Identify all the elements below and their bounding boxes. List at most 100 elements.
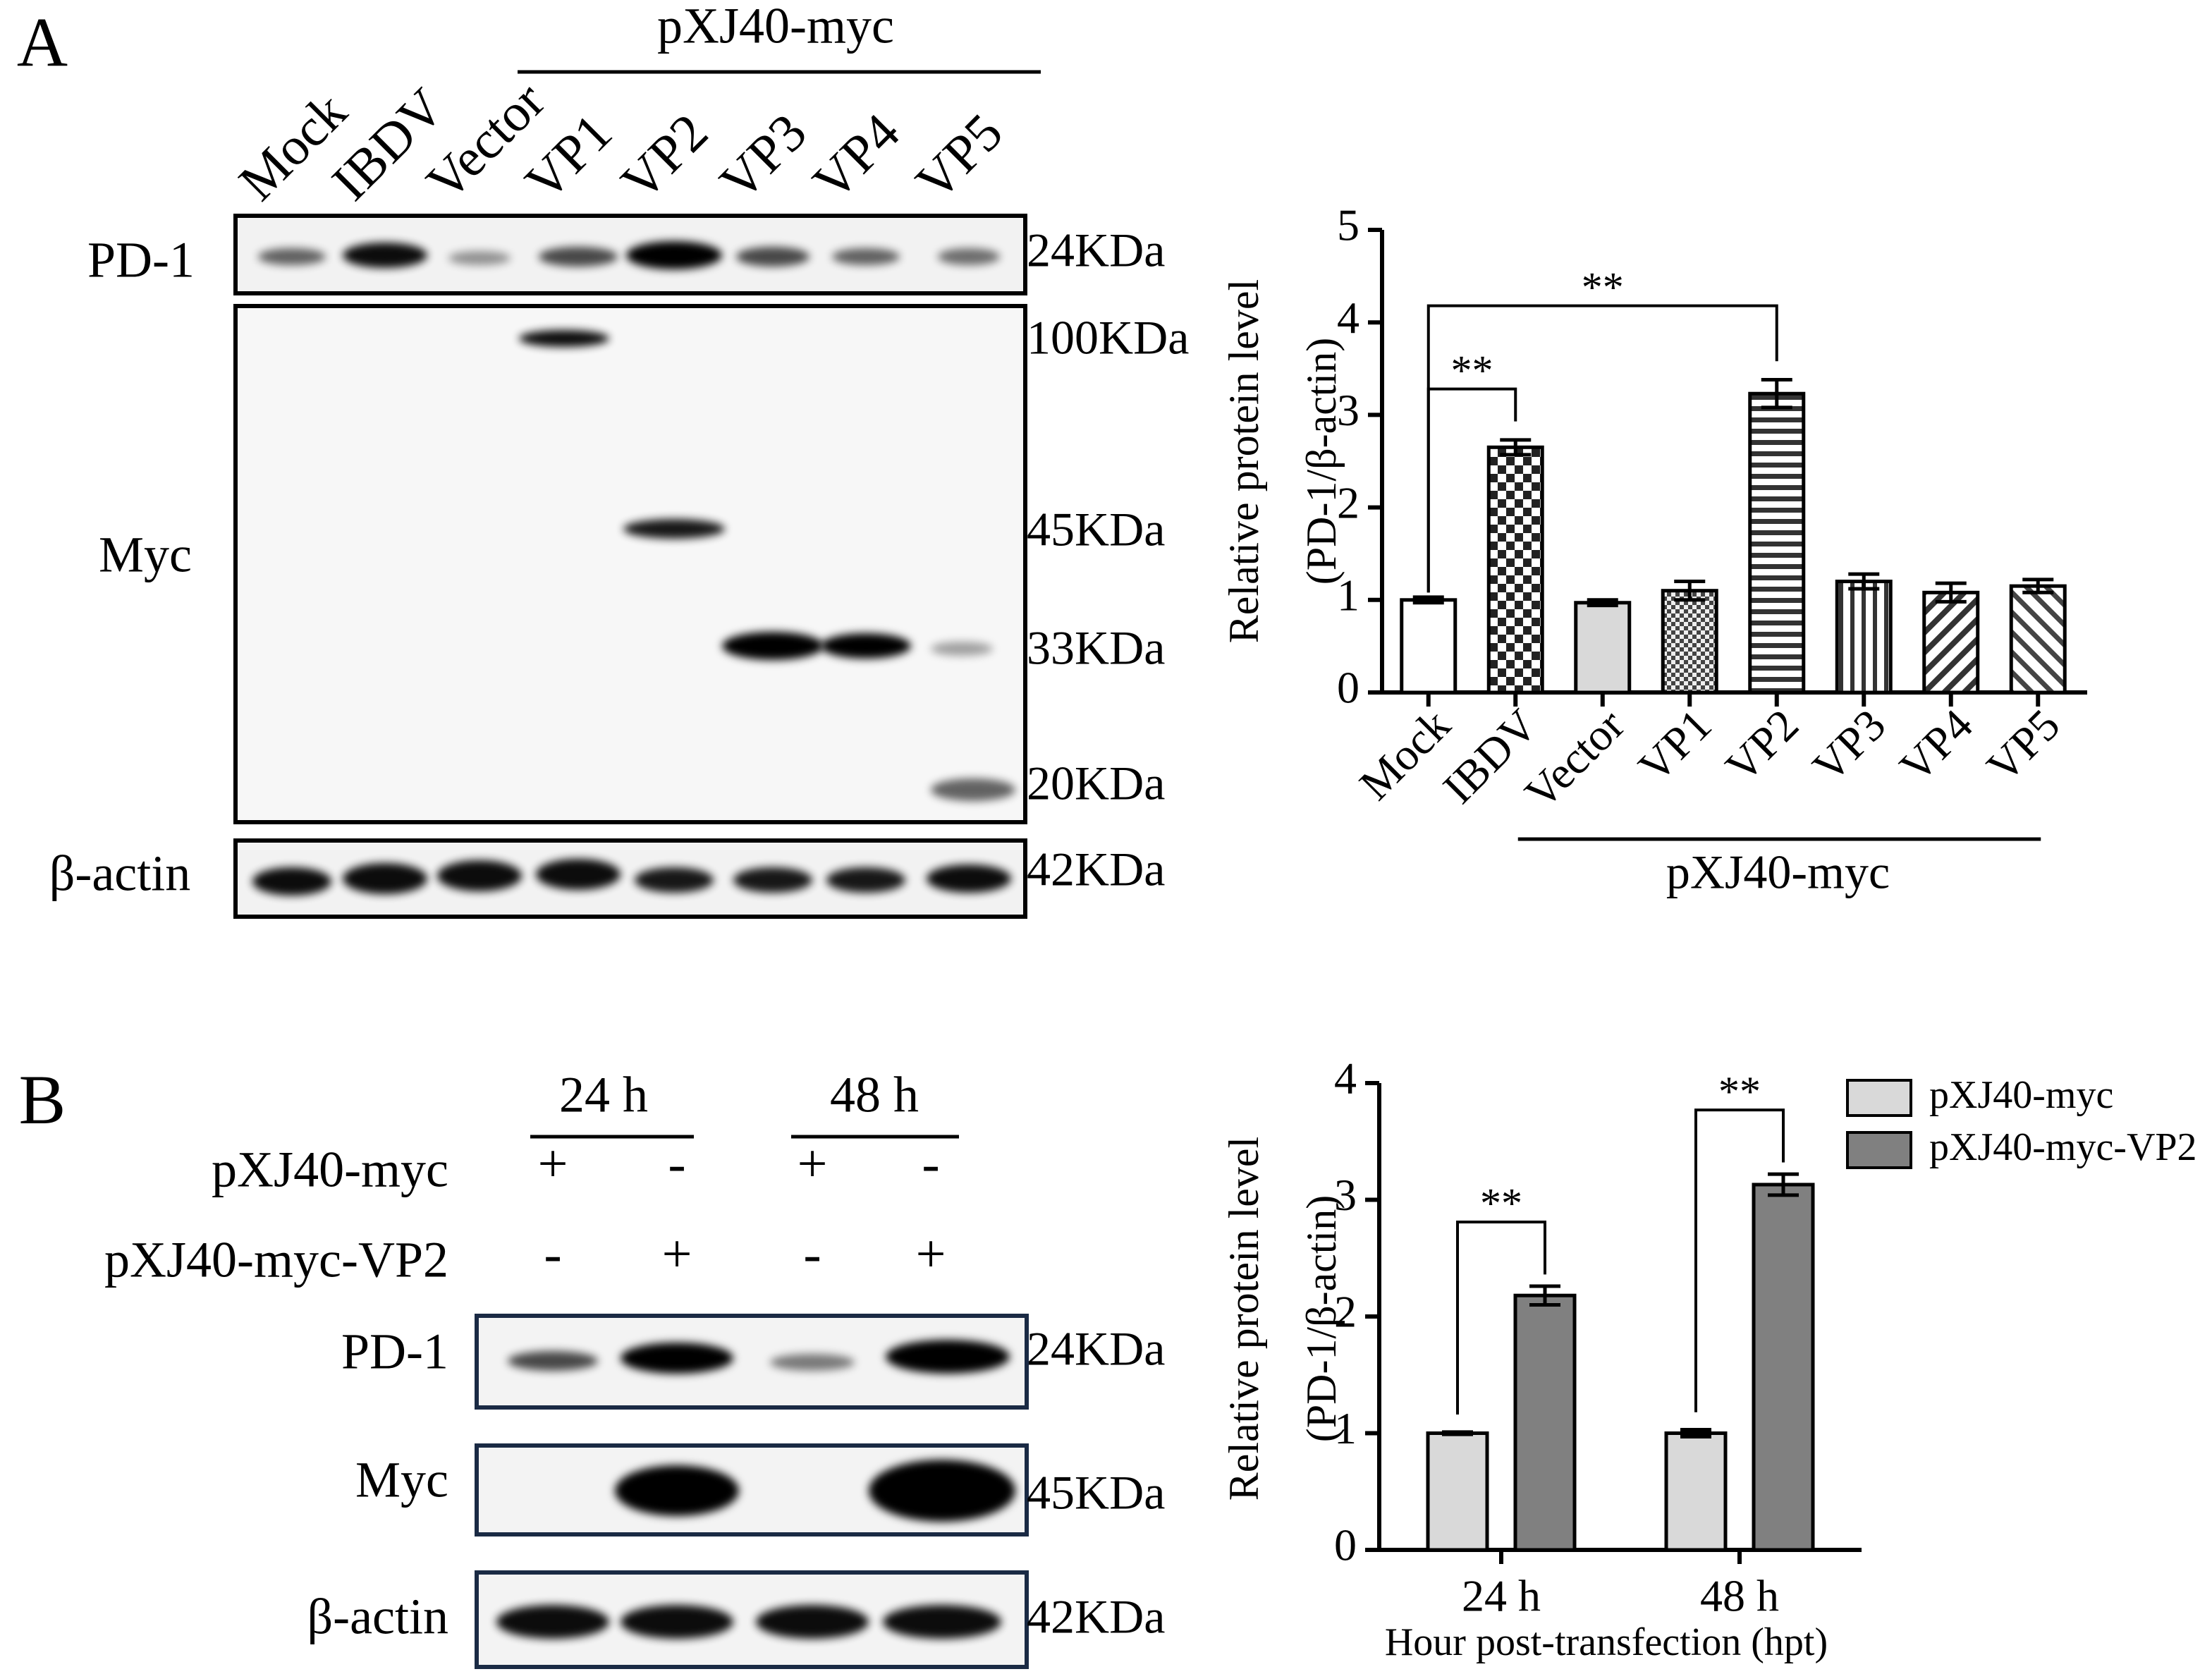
y-tick-label: 1 — [1334, 1403, 1357, 1453]
group-label: pXJ40-myc — [657, 0, 894, 54]
bar — [1661, 589, 1718, 695]
blot — [233, 304, 1027, 824]
lane-label: VP5 — [905, 102, 1014, 212]
row-label: pXJ40-myc-VP2 — [104, 1232, 448, 1288]
legend-label: pXJ40-myc — [1929, 1073, 2113, 1117]
bar — [1922, 590, 1980, 695]
band — [931, 642, 993, 656]
marker-label: 45KDa — [1027, 1466, 1165, 1520]
legend-swatch — [1846, 1131, 1912, 1169]
marker-label: 20KDa — [1027, 757, 1165, 810]
bar — [1748, 391, 1806, 695]
sign: - — [803, 1224, 821, 1283]
x-tick-label: VP1 — [1629, 699, 1721, 792]
lane-label: IBDV — [321, 78, 456, 212]
marker-label: 33KDa — [1027, 621, 1165, 675]
marker-label: 42KDa — [1027, 1590, 1165, 1644]
x-tick-label: VP4 — [1890, 699, 1982, 792]
bar — [1664, 1431, 1728, 1552]
y-tick-label: 5 — [1337, 200, 1359, 250]
band — [931, 778, 1015, 801]
y-axis-label: (PD-1/β-actin) — [1298, 1195, 1345, 1442]
y-tick-label: 1 — [1337, 570, 1359, 620]
band — [832, 248, 900, 265]
bar — [1513, 1293, 1577, 1552]
x-tick-label: 24 h — [1462, 1571, 1541, 1621]
band — [826, 867, 905, 893]
marker-label: 42KDa — [1027, 843, 1165, 896]
panel-label: B — [19, 1061, 66, 1139]
band — [437, 860, 522, 891]
band — [869, 1460, 1015, 1522]
x-tick-label: 48 h — [1700, 1571, 1779, 1621]
marker-label: 100KDa — [1027, 311, 1189, 365]
x-tick-label: Vector — [1515, 699, 1634, 818]
bar — [1486, 445, 1544, 695]
band — [733, 867, 812, 893]
blot-label: β-actin — [307, 1589, 448, 1645]
band — [621, 1605, 733, 1639]
band — [496, 1605, 609, 1639]
band — [770, 1354, 855, 1371]
band — [821, 633, 911, 659]
band — [886, 1340, 1010, 1374]
band — [722, 632, 824, 660]
band — [626, 241, 722, 269]
band — [448, 251, 511, 265]
band — [252, 867, 331, 896]
marker-label: 24KDa — [1027, 1322, 1165, 1376]
y-axis-label: (PD-1/β-actin) — [1298, 338, 1345, 585]
marker-label: 24KDa — [1027, 224, 1165, 277]
time-label: 48 h — [830, 1067, 919, 1123]
significance-label: ** — [1582, 264, 1624, 310]
sign: - — [922, 1134, 939, 1193]
band — [927, 865, 1011, 893]
significance-bracket — [1426, 304, 1778, 593]
lane-label: VP2 — [610, 102, 719, 212]
y-tick-label: 4 — [1337, 293, 1359, 343]
band — [938, 248, 1000, 265]
sign: - — [544, 1224, 561, 1283]
x-tick-label: VP3 — [1803, 699, 1895, 792]
band — [519, 330, 609, 347]
blot-label: PD-1 — [87, 232, 195, 288]
row-label: pXJ40-myc — [212, 1142, 448, 1198]
y-axis-label: Relative protein level — [1221, 1137, 1267, 1501]
lane-label: VP3 — [709, 102, 818, 212]
significance-bracket — [1456, 1220, 1546, 1415]
panel-label: A — [17, 3, 68, 81]
sign: + — [916, 1224, 946, 1283]
group-label: pXJ40-myc — [1666, 845, 1890, 899]
y-tick-label: 0 — [1337, 663, 1359, 713]
lane-label: VP4 — [802, 102, 911, 212]
band — [623, 519, 725, 539]
blot-label: Myc — [99, 527, 192, 583]
band — [615, 1465, 739, 1516]
blot-label: β-actin — [49, 845, 191, 902]
bar — [1400, 598, 1458, 695]
band — [756, 1605, 869, 1639]
y-tick-label: 4 — [1334, 1053, 1357, 1104]
sign: - — [668, 1134, 685, 1193]
band — [508, 1351, 598, 1371]
y-axis-label: Relative protein level — [1221, 279, 1267, 643]
bar — [1574, 601, 1632, 695]
legend-swatch — [1846, 1079, 1912, 1117]
y-tick-label: 3 — [1334, 1170, 1357, 1220]
band — [258, 248, 326, 265]
significance-label: ** — [1451, 347, 1493, 393]
time-label: 24 h — [559, 1067, 648, 1123]
y-tick-label: 3 — [1337, 385, 1359, 435]
band — [343, 863, 427, 894]
band — [883, 1605, 1001, 1639]
bar — [1752, 1183, 1815, 1552]
significance-bracket — [1694, 1108, 1785, 1412]
legend-label: pXJ40-myc-VP2 — [1929, 1125, 2197, 1169]
x-axis-label: Hour post-transfection (hpt) — [1385, 1620, 1828, 1664]
band — [536, 859, 621, 890]
significance-label: ** — [1718, 1068, 1761, 1115]
band — [343, 243, 427, 268]
y-tick-label: 0 — [1334, 1520, 1357, 1570]
